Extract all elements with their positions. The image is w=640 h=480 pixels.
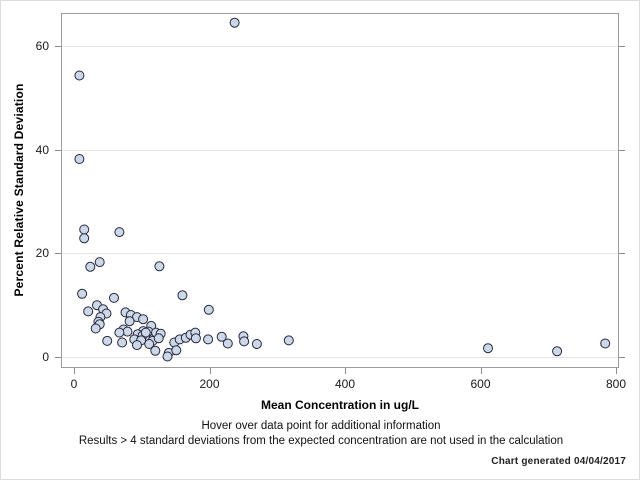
y-tick-label: 60 [35, 39, 49, 53]
data-point[interactable] [171, 345, 182, 356]
data-point[interactable] [140, 327, 151, 338]
data-point[interactable] [239, 336, 250, 347]
footnote-hover-hint: Hover over data point for additional inf… [201, 420, 441, 432]
data-point[interactable] [74, 154, 85, 164]
data-point[interactable] [83, 306, 94, 317]
data-point[interactable] [552, 346, 563, 357]
data-point[interactable] [74, 70, 85, 81]
data-point[interactable] [94, 257, 105, 268]
chart-generated-timestamp: Chart generated 04/04/2017 [491, 456, 626, 467]
x-tick-label: 600 [470, 377, 491, 391]
data-point[interactable] [154, 261, 165, 272]
data-point[interactable] [138, 314, 149, 325]
data-point[interactable] [79, 224, 90, 235]
data-point[interactable] [144, 339, 155, 349]
y-tick-label: 20 [35, 246, 49, 261]
x-axis-title: Mean Concentration in ug/L [261, 398, 419, 412]
data-point[interactable] [150, 345, 161, 356]
data-point[interactable] [222, 338, 233, 349]
data-point[interactable] [190, 333, 201, 344]
data-point[interactable] [483, 343, 493, 354]
data-point[interactable] [77, 288, 88, 299]
x-tick-label: 400 [334, 377, 356, 391]
x-tick-label: 800 [605, 377, 627, 391]
data-point[interactable] [162, 351, 173, 362]
data-point[interactable] [124, 316, 135, 327]
data-point[interactable] [90, 323, 101, 334]
data-point[interactable] [600, 338, 611, 349]
data-point[interactable] [102, 335, 113, 346]
y-tick-label: 0 [42, 350, 49, 364]
data-point[interactable] [109, 292, 119, 303]
data-point[interactable] [216, 331, 227, 342]
data-point[interactable] [79, 233, 90, 244]
data-point[interactable] [153, 333, 164, 344]
data-point[interactable] [85, 261, 96, 272]
data-point[interactable] [117, 337, 128, 348]
data-point[interactable] [251, 339, 262, 349]
x-tick-label: 200 [199, 377, 220, 391]
y-axis-title: Percent Relative Standard Deviation [12, 83, 26, 297]
data-point[interactable] [122, 326, 133, 337]
plot-frame [61, 13, 619, 368]
data-point[interactable] [114, 227, 125, 238]
data-point[interactable] [177, 290, 188, 301]
data-point[interactable] [203, 304, 214, 315]
x-tick-label: 0 [70, 377, 78, 391]
data-point[interactable] [114, 327, 125, 338]
data-point[interactable] [229, 17, 240, 28]
footnote-exclusion-note: Results > 4 standard deviations from the… [78, 435, 564, 447]
data-point[interactable] [203, 334, 214, 345]
data-point[interactable] [132, 340, 142, 351]
y-tick-label: 40 [35, 142, 49, 157]
data-point[interactable] [283, 335, 294, 346]
